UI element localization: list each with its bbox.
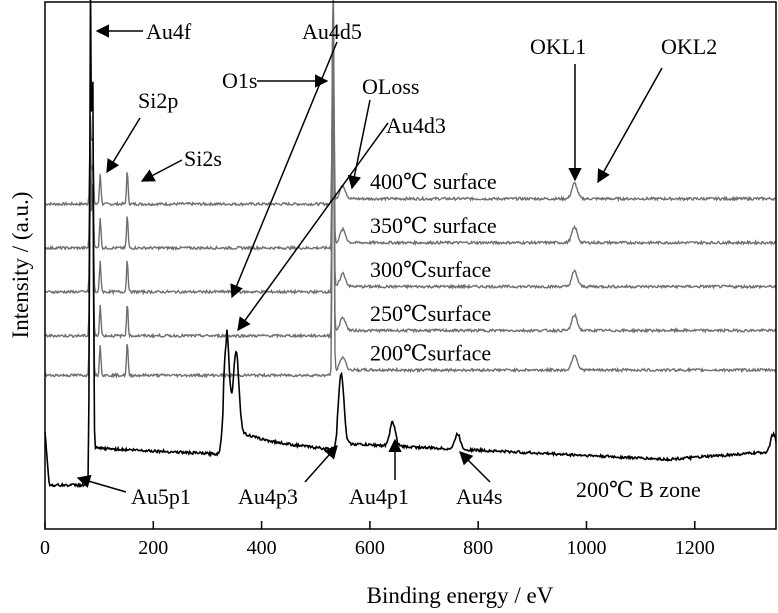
annotation-si2p: Si2p (138, 88, 178, 113)
annotation-au5p1: Au5p1 (131, 484, 191, 509)
spectrum-line (44, 9, 777, 340)
series-label: 200℃surface (370, 340, 491, 365)
y-axis-title: Intensity / (a.u.) (8, 192, 33, 339)
x-tick-label: 0 (40, 537, 50, 559)
annotation-au4d5: Au4d5 (302, 19, 362, 44)
annotation-au4p3: Au4p3 (238, 484, 298, 509)
arrow-okl2 (597, 67, 663, 184)
plot-frame (44, 1, 777, 530)
annotation-okl1: OKL1 (530, 34, 586, 59)
peak-annotations: Au4f Si2p Si2s Au4d5 O1s OLoss Au4d3 OKL… (76, 19, 717, 509)
annotation-au4p1: Au4p1 (349, 484, 409, 509)
spectrum-line (44, 0, 777, 207)
annotation-okl2: OKL2 (661, 34, 717, 59)
x-tick-label: 200 (138, 537, 168, 559)
series-label: 350℃ surface (370, 213, 497, 238)
series-labels: 400℃ surface 350℃ surface 300℃surface 250℃s… (370, 169, 701, 502)
spectrum-line (44, 12, 777, 379)
x-tick-label: 800 (463, 537, 493, 559)
annotation-oloss: OLoss (362, 74, 419, 99)
arrow-si2s (140, 159, 183, 182)
annotation-si2s: Si2s (184, 146, 222, 171)
annotation-au4d3: Au4d3 (386, 113, 446, 138)
spectrum-line (44, 0, 777, 252)
series-label: 200℃ B zone (576, 477, 701, 502)
arrow-au4d3 (237, 122, 389, 332)
arrow-si2p (106, 117, 141, 174)
series-label: 250℃surface (370, 301, 491, 326)
arrow-au5p1 (76, 474, 127, 493)
arrow-oloss (347, 99, 371, 190)
spectrum-traces (44, 0, 777, 489)
series-label: 300℃surface (370, 257, 491, 282)
x-tick-label: 1000 (566, 537, 606, 559)
x-tick-label: 600 (355, 537, 385, 559)
x-tick-label: 1200 (675, 537, 715, 559)
x-axis-ticks: 0 200 400 600 800 1000 1200 (40, 521, 715, 559)
arrow-au4s (459, 451, 491, 483)
series-label: 400℃ surface (370, 169, 497, 194)
spectrum-line (44, 0, 777, 489)
annotation-au4s: Au4s (456, 484, 502, 509)
annotation-o1s: O1s (222, 68, 257, 93)
annotation-au4f: Au4f (146, 19, 192, 44)
x-axis-title: Binding energy / eV (367, 583, 554, 608)
x-tick-label: 400 (247, 537, 277, 559)
spectrum-line (44, 6, 777, 296)
arrow-au4p3 (304, 444, 338, 483)
